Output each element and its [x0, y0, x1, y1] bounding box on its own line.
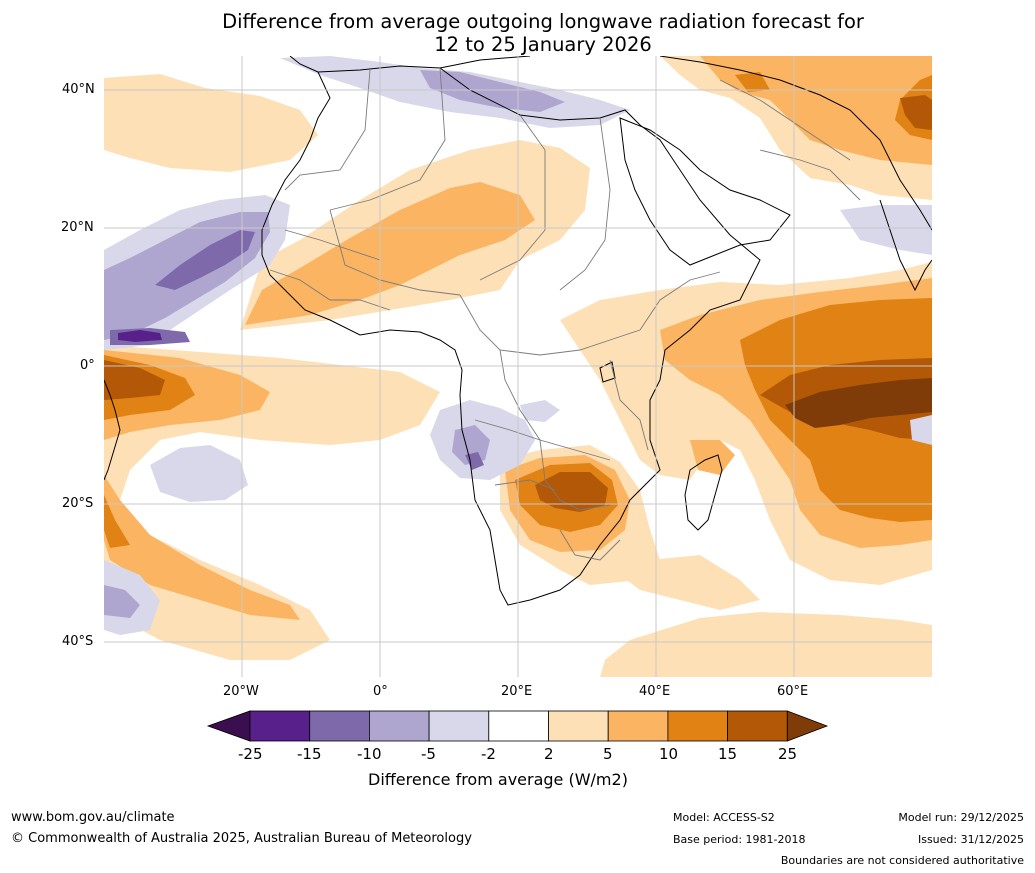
colorbar-tick: -25: [238, 745, 263, 763]
lat-label-equator: 0°: [80, 358, 95, 373]
colorbar-bin-3: [368, 710, 430, 742]
colorbar-extend-high: [786, 710, 829, 742]
colorbar-tick: 2: [544, 745, 554, 763]
lon-label-20w: 20°W: [223, 684, 259, 699]
lat-label-40n: 40°N: [62, 82, 95, 97]
issued-date: Issued: 31/12/2025: [917, 833, 1024, 846]
anomaly-positive-extreme: [785, 378, 932, 428]
colorbar: [206, 710, 829, 742]
coastlines: [104, 56, 932, 606]
colorbar-bin-1: [249, 710, 311, 742]
base-period: Base period: 1981-2018: [673, 833, 806, 846]
map-panel: [104, 56, 932, 677]
colorbar-tick: -15: [297, 745, 322, 763]
map-title: Difference from average outgoing longwav…: [0, 10, 1035, 56]
lon-label-0: 0°: [373, 684, 388, 699]
colorbar-bin-9: [727, 710, 788, 742]
colorbar-tick: 15: [718, 745, 738, 763]
lat-label-20n: 20°N: [61, 220, 94, 235]
colorbar-title: Difference from average (W/m2): [368, 770, 628, 789]
colorbar-tick: -5: [421, 745, 436, 763]
colorbar-tick: 10: [659, 745, 679, 763]
colorbar-tick: -2: [481, 745, 496, 763]
lon-label-20e: 20°E: [501, 684, 533, 699]
boundaries-disclaimer: Boundaries are not considered authoritat…: [780, 854, 1024, 867]
lat-label-40s: 40°S: [62, 634, 94, 649]
colorbar-bin-2: [309, 710, 370, 742]
anomaly-negative-very-strong: [118, 330, 162, 342]
colorbar-extend-low: [206, 710, 251, 742]
website-link[interactable]: www.bom.gov.au/climate: [11, 810, 175, 825]
lat-label-20s: 20°S: [62, 496, 94, 511]
colorbar-tick: 25: [778, 745, 798, 763]
lon-label-60e: 60°E: [777, 684, 809, 699]
copyright-text: © Commonwealth of Australia 2025, Austra…: [11, 831, 472, 846]
colorbar-tick: -10: [357, 745, 382, 763]
title-line-2: 12 to 25 January 2026: [434, 33, 652, 56]
colorbar-bin-4: [428, 710, 490, 742]
model-name: Model: ACCESS-S2: [673, 811, 775, 824]
model-run-date: Model run: 29/12/2025: [898, 811, 1024, 824]
lon-label-40e: 40°E: [639, 684, 671, 699]
title-line-1: Difference from average outgoing longwav…: [222, 10, 864, 33]
colorbar-bin-6: [548, 710, 609, 742]
colorbar-bin-8: [667, 710, 729, 742]
graticule: [104, 56, 932, 677]
colorbar-bin-7: [607, 710, 669, 742]
colorbar-tick: 5: [603, 745, 613, 763]
colorbar-bin-5: [488, 710, 549, 742]
